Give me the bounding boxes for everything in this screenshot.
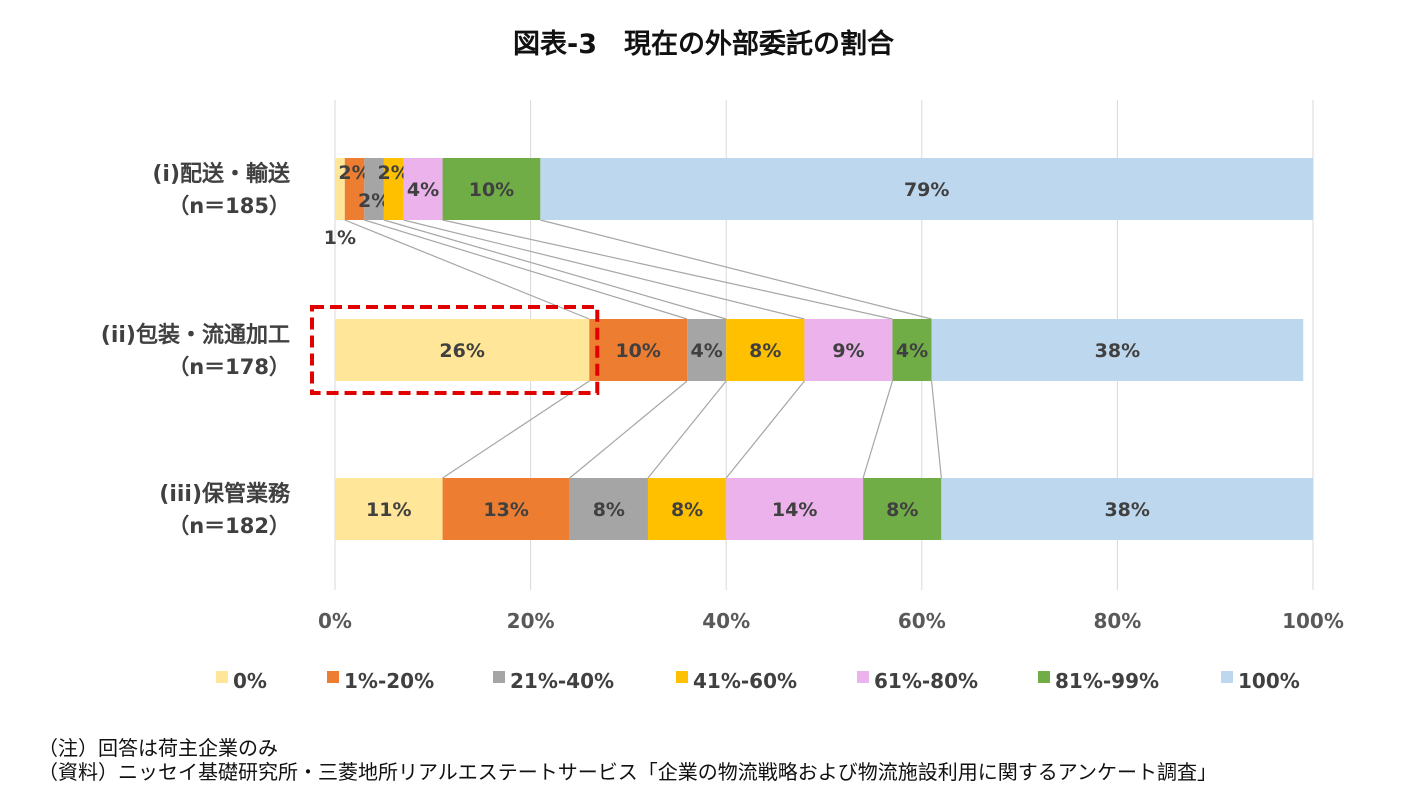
category-label: (i)配送・輸送: [152, 161, 290, 187]
bar-segment: [540, 158, 1313, 220]
legend-swatch: [216, 671, 228, 683]
footnote-note: （注）回答は荷主企業のみ: [38, 736, 278, 760]
data-label: 4%: [691, 340, 723, 362]
data-label: 4%: [407, 179, 439, 201]
data-label: 9%: [832, 340, 864, 362]
data-label: 2%: [358, 190, 390, 212]
highlight-box: [310, 305, 600, 395]
data-label: 4%: [896, 340, 928, 362]
bar-segment: [335, 158, 345, 220]
category-label: (iii)保管業務: [159, 481, 291, 507]
bar-segment: [335, 319, 590, 381]
legend-label: 41%-60%: [693, 669, 797, 693]
data-label: 26%: [439, 340, 484, 362]
data-label: 38%: [1104, 499, 1149, 521]
legend-label: 81%-99%: [1055, 669, 1159, 693]
x-tick-label: 40%: [702, 609, 750, 633]
series-connector-line: [569, 380, 688, 479]
x-tick-label: 80%: [1093, 609, 1141, 633]
bar-segment: [941, 478, 1313, 540]
bar-segment: [403, 158, 443, 220]
series-connector-line: [442, 219, 893, 320]
series-connector-line: [647, 380, 727, 479]
x-tick-label: 0%: [318, 609, 352, 633]
series-connector-line: [364, 219, 688, 320]
bar-segment: [442, 158, 541, 220]
legend-swatch: [676, 671, 688, 683]
x-tick-label: 20%: [507, 609, 555, 633]
category-n-label: （n＝182）: [168, 514, 290, 538]
data-label: 38%: [1095, 340, 1140, 362]
legend-swatch: [327, 671, 339, 683]
legend-swatch: [1221, 671, 1233, 683]
data-label: 2%: [338, 162, 370, 184]
bar-segment: [344, 158, 365, 220]
chart-title: 図表-3 現在の外部委託の割合: [513, 29, 894, 60]
data-label: 2%: [378, 162, 410, 184]
bar-segment: [589, 319, 688, 381]
series-connector-line: [442, 380, 590, 479]
bar-segment: [931, 319, 1304, 381]
data-label: 79%: [904, 179, 949, 201]
bar-segment: [687, 319, 727, 381]
bar-segment: [569, 478, 648, 540]
x-tick-label: 100%: [1282, 609, 1344, 633]
series-connector-line: [930, 380, 942, 479]
legend-swatch: [493, 671, 505, 683]
bar-segment: [647, 478, 727, 540]
bar-segment: [383, 158, 404, 220]
series-connector-line: [862, 380, 894, 479]
bar-segment: [364, 158, 384, 220]
category-n-label: （n＝185）: [168, 194, 290, 218]
data-label: 8%: [671, 499, 703, 521]
series-connector-line: [344, 219, 590, 320]
legend-label: 21%-40%: [510, 669, 614, 693]
bar-segment: [892, 319, 932, 381]
legend-label: 61%-80%: [874, 669, 978, 693]
legend-label: 1%-20%: [344, 669, 434, 693]
data-label: 14%: [772, 499, 817, 521]
series-connector-line: [725, 380, 805, 479]
bar-segment: [335, 478, 443, 540]
bar-segment: [804, 319, 893, 381]
bar-segment: [726, 319, 805, 381]
category-label: (ii)包装・流通加工: [101, 322, 290, 348]
data-label: 10%: [469, 179, 514, 201]
data-label: 13%: [483, 499, 528, 521]
footnote-source: （資料）ニッセイ基礎研究所・三菱地所リアルエステートサービス「企業の物流戦略およ…: [38, 760, 1217, 784]
legend-swatch: [1038, 671, 1050, 683]
data-label: 1%: [324, 227, 356, 249]
data-label: 8%: [749, 340, 781, 362]
data-label: 8%: [886, 499, 918, 521]
bar-segment: [863, 478, 942, 540]
bar-segment: [726, 478, 864, 540]
category-n-label: （n＝178）: [168, 355, 290, 379]
series-connector-line: [383, 219, 727, 320]
data-label: 8%: [593, 499, 625, 521]
series-connector-line: [540, 219, 932, 320]
series-connector-line: [403, 219, 805, 320]
data-label: 10%: [615, 340, 660, 362]
legend-swatch: [857, 671, 869, 683]
bar-segment: [442, 478, 570, 540]
data-label: 11%: [366, 499, 411, 521]
legend-label: 0%: [233, 669, 267, 693]
legend-label: 100%: [1238, 669, 1300, 693]
x-tick-label: 60%: [898, 609, 946, 633]
